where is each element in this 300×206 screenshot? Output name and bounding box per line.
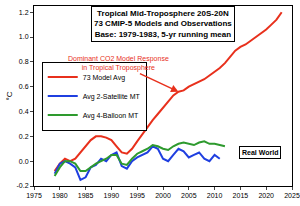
svg-text:73 Model Avg: 73 Model Avg	[83, 74, 125, 82]
svg-text:1995: 1995	[129, 192, 145, 199]
svg-text:Avg 2-Satellite MT: Avg 2-Satellite MT	[83, 93, 141, 101]
svg-text:0.4: 0.4	[19, 108, 29, 115]
svg-text:0.6: 0.6	[19, 83, 29, 90]
svg-text:1975: 1975	[26, 192, 42, 199]
svg-text:2010: 2010	[207, 192, 223, 199]
svg-text:0.8: 0.8	[19, 58, 29, 65]
svg-text:Real World: Real World	[242, 149, 278, 156]
svg-text:0.0: 0.0	[19, 158, 29, 165]
svg-text:1990: 1990	[104, 192, 120, 199]
svg-text:1.0: 1.0	[19, 33, 29, 40]
svg-text:1980: 1980	[52, 192, 68, 199]
svg-text:°C: °C	[5, 91, 14, 100]
svg-text:1.2: 1.2	[19, 9, 29, 16]
svg-text:Dominant CO2 Model Responsein: Dominant CO2 Model Responsein Tropical T…	[68, 55, 169, 72]
svg-text:2005: 2005	[181, 192, 197, 199]
svg-text:2025: 2025	[284, 192, 300, 199]
svg-text:-0.2: -0.2	[17, 182, 29, 189]
svg-text:0.2: 0.2	[19, 133, 29, 140]
svg-text:2015: 2015	[233, 192, 249, 199]
svg-text:Tropical Mid-Troposphere 20S-2: Tropical Mid-Troposphere 20S-20N73 CMIP-…	[94, 9, 232, 39]
svg-text:2000: 2000	[155, 192, 171, 199]
svg-text:1985: 1985	[78, 192, 94, 199]
svg-text:2020: 2020	[258, 192, 274, 199]
svg-text:Avg 4-Balloon MT: Avg 4-Balloon MT	[83, 112, 139, 120]
